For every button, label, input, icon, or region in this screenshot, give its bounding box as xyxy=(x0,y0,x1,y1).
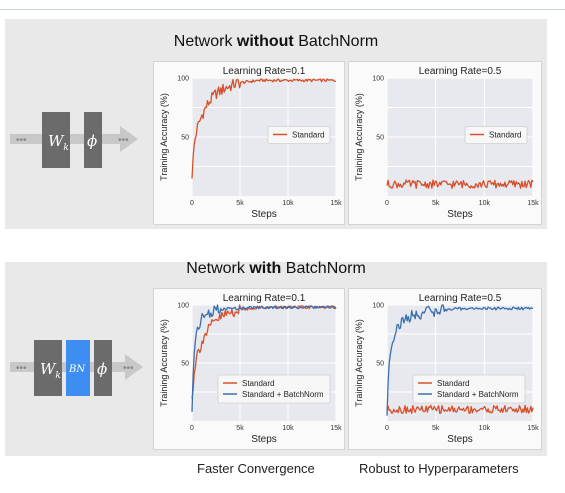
x-tick-label: 5k xyxy=(432,200,440,207)
legend-box xyxy=(217,374,331,404)
y-tick-label: 100 xyxy=(372,303,384,310)
x-tick-label: 5k xyxy=(236,425,244,432)
y-axis-label: Training Accuracy (%) xyxy=(159,319,169,407)
legend-label: Standard xyxy=(242,379,274,388)
x-tick-label: 5k xyxy=(236,200,244,207)
title-suffix: BatchNorm xyxy=(281,260,366,277)
y-axis-label: Training Accuracy (%) xyxy=(354,93,364,181)
legend-label: Standard + BatchNorm xyxy=(242,390,324,399)
series-line-standard xyxy=(191,78,337,179)
weight-block xyxy=(42,112,70,168)
panel-without-batchnorm: Network without BatchNorm ••• ••• Wk ϕ L… xyxy=(5,19,547,229)
arrow-dots-right: ••• xyxy=(118,135,129,146)
flow-arrow xyxy=(10,126,138,152)
panel-title-with: Network with BatchNorm xyxy=(5,260,547,278)
legend-label: Standard xyxy=(292,131,324,140)
batchnorm-block xyxy=(66,340,90,396)
batchnorm-block-label: BN xyxy=(68,364,86,375)
y-tick-label: 50 xyxy=(181,135,189,142)
weight-block xyxy=(34,340,62,396)
chart-lr01-without: Learning Rate=0.1 0 5k 10k 15k 50 100 Steps Trai… xyxy=(159,66,342,220)
x-axis-label: Steps xyxy=(447,209,473,220)
plot-frame-3: Learning Rate=0.1 0 5k 10k 15k 50 100 Steps Trai… xyxy=(153,288,345,450)
top-divider-line xyxy=(0,9,565,10)
x-tick-label: 0 xyxy=(385,425,389,432)
x-tick-label: 0 xyxy=(190,425,194,432)
y-tick-label: 50 xyxy=(181,361,189,368)
arrow-dots-left: ••• xyxy=(16,363,27,374)
x-tick-label: 10k xyxy=(479,200,491,207)
chart-lr01-with: Learning Rate=0.1 0 5k 10k 15k 50 100 Steps Trai… xyxy=(159,293,342,445)
arrow-dots-left: ••• xyxy=(16,135,27,146)
x-axis-label: Steps xyxy=(251,434,277,445)
legend-label: Standard xyxy=(489,131,521,140)
caption-faster-convergence: Faster Convergence xyxy=(197,461,315,476)
diagram-svg-with: ••• ••• Wk BN ϕ xyxy=(10,340,143,396)
x-tick-label: 10k xyxy=(282,200,294,207)
plot-frame-4: Learning Rate=0.5 0 5k 10k 15k 50 100 Steps Trai… xyxy=(348,288,542,450)
chart-lr05-without: Learning Rate=0.5 0 5k 10k 15k 50 100 Steps Trai… xyxy=(354,66,539,220)
legend-label: Standard + BatchNorm xyxy=(437,390,519,399)
chart-title: Learning Rate=0.1 xyxy=(223,293,306,304)
x-tick-label: 10k xyxy=(282,425,294,432)
series-line-standard xyxy=(386,179,534,189)
chart-title: Learning Rate=0.5 xyxy=(419,66,502,77)
panel-with-batchnorm: Network with BatchNorm ••• ••• Wk BN ϕ L… xyxy=(5,260,547,456)
network-diagram-with: ••• ••• Wk BN ϕ xyxy=(10,332,150,402)
x-tick-label: 15k xyxy=(330,200,342,207)
title-emphasis: without xyxy=(236,33,294,50)
legend-box xyxy=(464,126,528,144)
chart-lr05-with: Learning Rate=0.5 0 5k 10k 15k 50 100 Steps Trai… xyxy=(354,293,539,445)
activation-block-label: ϕ xyxy=(97,360,107,378)
legend-box xyxy=(412,374,526,404)
chart-title: Learning Rate=0.5 xyxy=(419,293,502,304)
x-tick-label: 15k xyxy=(330,425,342,432)
y-axis-label: Training Accuracy (%) xyxy=(159,93,169,181)
y-tick-label: 50 xyxy=(376,135,384,142)
title-prefix: Network xyxy=(186,260,250,277)
series-line-standard-batchnorm xyxy=(191,304,337,412)
y-tick-label: 100 xyxy=(177,303,189,310)
activation-block xyxy=(94,340,112,396)
series-line-standard xyxy=(386,404,534,415)
network-diagram-without: ••• ••• Wk ϕ xyxy=(10,104,150,174)
diagram-svg-without: ••• ••• Wk ϕ xyxy=(10,112,138,168)
activation-block-label: ϕ xyxy=(87,132,97,150)
plot-frame-2: Learning Rate=0.5 0 5k 10k 15k 50 100 Steps Trai… xyxy=(348,61,542,225)
activation-block xyxy=(84,112,102,168)
title-emphasis: with xyxy=(249,260,282,277)
y-tick-label: 100 xyxy=(177,76,189,83)
caption-robust-hyperparameters: Robust to Hyperparameters xyxy=(359,461,519,476)
x-tick-label: 5k xyxy=(432,425,440,432)
x-tick-label: 10k xyxy=(479,425,491,432)
series-line-standard-batchnorm xyxy=(386,304,533,416)
x-axis-label: Steps xyxy=(251,209,277,220)
y-axis-label: Training Accuracy (%) xyxy=(354,319,364,407)
x-tick-label: 0 xyxy=(385,200,389,207)
arrow-dots-right: ••• xyxy=(123,363,134,374)
y-tick-label: 50 xyxy=(376,361,384,368)
title-suffix: BatchNorm xyxy=(293,33,379,50)
chart-title: Learning Rate=0.1 xyxy=(223,66,306,77)
x-tick-label: 0 xyxy=(190,200,194,207)
legend-box xyxy=(267,126,331,144)
y-tick-label: 100 xyxy=(372,76,384,83)
title-prefix: Network xyxy=(173,33,237,50)
x-tick-label: 15k xyxy=(527,425,539,432)
x-tick-label: 15k xyxy=(527,200,539,207)
x-axis-label: Steps xyxy=(447,434,473,445)
panel-title-without: Network without BatchNorm xyxy=(5,33,547,51)
plot-frame-1: Learning Rate=0.1 0 5k 10k 15k 50 100 Steps Trai… xyxy=(153,61,345,225)
legend-label: Standard xyxy=(437,379,469,388)
